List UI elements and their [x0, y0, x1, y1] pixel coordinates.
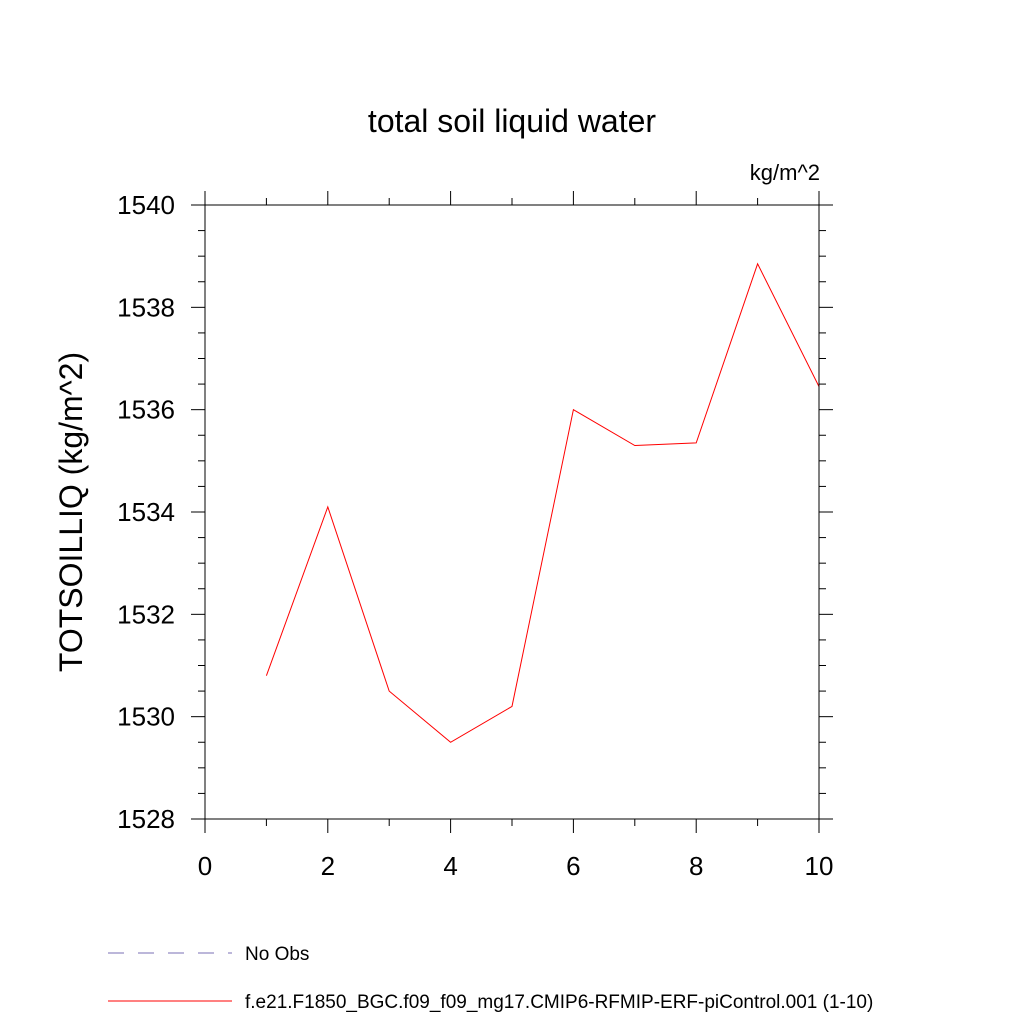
y-tick-label: 1536: [117, 395, 175, 425]
y-axis-label: TOTSOILLIQ (kg/m^2): [53, 352, 89, 672]
y-tick-label: 1538: [117, 292, 175, 322]
y-tick-label: 1534: [117, 497, 175, 527]
series-line: [265, 262, 820, 743]
chart-title: total soil liquid water: [368, 103, 656, 139]
units-label: kg/m^2: [750, 160, 820, 185]
y-tick-label: 1532: [117, 599, 175, 629]
y-tick-label: 1530: [117, 702, 175, 732]
tick-labels: 0 2 4 6 8 10 1528 1530 1532 1534 1536 1538 1540: [117, 190, 833, 881]
legend-label-series: f.e21.F1850_BGC.f09_f09_mg17.CMIP6-RFMIP…: [245, 992, 873, 1013]
major-ticks: [191, 191, 833, 833]
minor-ticks: [198, 198, 826, 826]
y-tick-label: 1540: [117, 190, 175, 220]
x-tick-label: 0: [198, 851, 212, 881]
x-tick-label: 2: [321, 851, 335, 881]
x-tick-label: 10: [805, 851, 834, 881]
legend: No Obs f.e21.F1850_BGC.f09_f09_mg17.CMIP…: [108, 944, 873, 1013]
series-lines: [265, 262, 820, 743]
plot-frame: [204, 204, 820, 820]
y-tick-label: 1528: [117, 804, 175, 834]
x-tick-label: 6: [566, 851, 580, 881]
x-tick-label: 4: [443, 851, 457, 881]
legend-label-no-obs: No Obs: [245, 944, 309, 965]
x-tick-label: 8: [689, 851, 703, 881]
